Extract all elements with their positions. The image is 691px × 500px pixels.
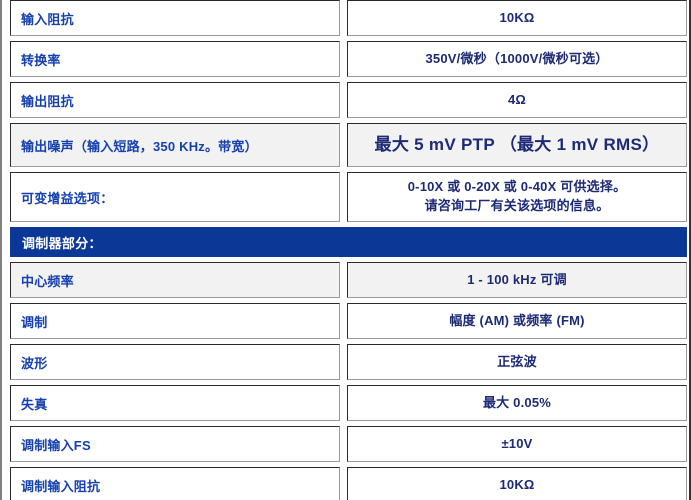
table-row: 输出噪声（输入短路，350 KHz。带宽） 最大 5 mV PTP （最大 1 m… [10,123,687,167]
spec-value-text: 幅度 (AM) 或频率 (FM) [449,312,585,328]
spec-value-wrap: 1 - 100 kHz 可调 [358,271,676,290]
spec-label-text: 调制输入阻抗 [21,478,101,494]
spec-value-wrap: 最大 5 mV PTP （最大 1 mV RMS） [358,133,676,158]
spec-label-cell: 转换率 [10,41,340,77]
spec-label-text: 输出噪声（输入短路，350 KHz。带宽） [21,138,258,154]
spec-value-cell: 1 - 100 kHz 可调 [347,262,687,298]
spec-value-cell: 4Ω [347,82,687,118]
spec-value-cell: ±10V [347,426,687,462]
table-row: 可变增益选项： 0-10X 或 0-20X 或 0-40X 可供选择。 请咨询工厂有… [10,172,687,222]
spec-value-text: 正弦波 [497,353,537,369]
spec-value-cell: 正弦波 [347,344,687,380]
spec-value-text: 10KΩ [499,476,535,492]
spec-label-text: 转换率 [21,52,61,68]
spec-label-text: 输入阻抗 [21,11,74,27]
spec-value-text: 最大 5 mV PTP （最大 1 mV RMS） [374,134,660,154]
spec-value-text: 最大 0.05% [482,394,552,410]
spec-label-cell: 失真 [10,385,340,421]
spec-label-cell: 中心频率 [10,262,340,298]
spec-label-cell: 输出噪声（输入短路，350 KHz。带宽） [10,123,340,167]
spec-value-wrap: 10KΩ [358,476,676,495]
spec-value-text: 10KΩ [499,9,535,25]
spec-value-cell: 最大 5 mV PTP （最大 1 mV RMS） [347,123,687,167]
table-row: 中心频率 1 - 100 kHz 可调 [10,262,687,298]
spec-value-cell: 10KΩ [347,467,687,500]
spec-value-wrap: ±10V [358,435,676,454]
table-row: 调制 幅度 (AM) 或频率 (FM) [10,303,687,339]
table-row: 波形 正弦波 [10,344,687,380]
spec-label-cell: 波形 [10,344,340,380]
spec-label-text: 调制 [21,314,48,330]
spec-label-text: 中心频率 [21,273,74,289]
table-row: 调制输入FS ±10V [10,426,687,462]
spec-value-cell: 350V/微秒（1000V/微秒可选） [347,41,687,77]
spec-value-wrap: 10KΩ [358,9,676,28]
spec-label-text: 输出阻抗 [21,93,74,109]
spec-value-text: ±10V [501,435,533,451]
spec-value-wrap: 4Ω [358,91,676,110]
spec-value-cell: 0-10X 或 0-20X 或 0-40X 可供选择。 请咨询工厂有关该选项的信息… [347,172,687,222]
spec-label-cell: 调制输入FS [10,426,340,462]
spec-value-wrap: 350V/微秒（1000V/微秒可选） [358,50,676,69]
spec-value-text-line2: 请咨询工厂有关该选项的信息。 [424,198,610,213]
table-row: 转换率 350V/微秒（1000V/微秒可选） [10,41,687,77]
section-header-bar: 调制器部分： [10,227,687,257]
spec-label-cell: 调制 [10,303,340,339]
spec-value-text: 350V/微秒（1000V/微秒可选） [425,50,609,66]
section-header-label: 调制器部分： [22,235,102,251]
spec-value-cell: 最大 0.05% [347,385,687,421]
spec-value-wrap: 幅度 (AM) 或频率 (FM) [358,312,676,331]
spec-label-cell: 调制输入阻抗 [10,467,340,500]
spec-value-text: 1 - 100 kHz 可调 [467,271,567,287]
spec-value-wrap: 正弦波 [358,353,676,372]
table-row: 输出阻抗 4Ω [10,82,687,118]
table-row: 调制输入阻抗 10KΩ [10,467,687,500]
spec-label-text: 波形 [21,355,48,371]
spec-label-text: 可变增益选项： [21,190,114,206]
spec-label-text: 失真 [21,396,48,412]
spec-label-cell: 输入阻抗 [10,0,340,36]
spec-value-wrap: 0-10X 或 0-20X 或 0-40X 可供选择。 请咨询工厂有关该选项的信息… [358,178,676,216]
table-row: 失真 最大 0.05% [10,385,687,421]
spec-label-cell: 可变增益选项： [10,172,340,222]
table-row: 输入阻抗 10KΩ [10,0,687,36]
spec-label-text: 调制输入FS [21,437,91,453]
spec-value-text: 4Ω [507,91,527,107]
spec-value-cell: 10KΩ [347,0,687,36]
spec-value-wrap: 最大 0.05% [358,394,676,413]
spec-label-cell: 输出阻抗 [10,82,340,118]
spec-value-cell: 幅度 (AM) 或频率 (FM) [347,303,687,339]
spec-value-text-line1: 0-10X 或 0-20X 或 0-40X 可供选择。 [407,179,627,195]
